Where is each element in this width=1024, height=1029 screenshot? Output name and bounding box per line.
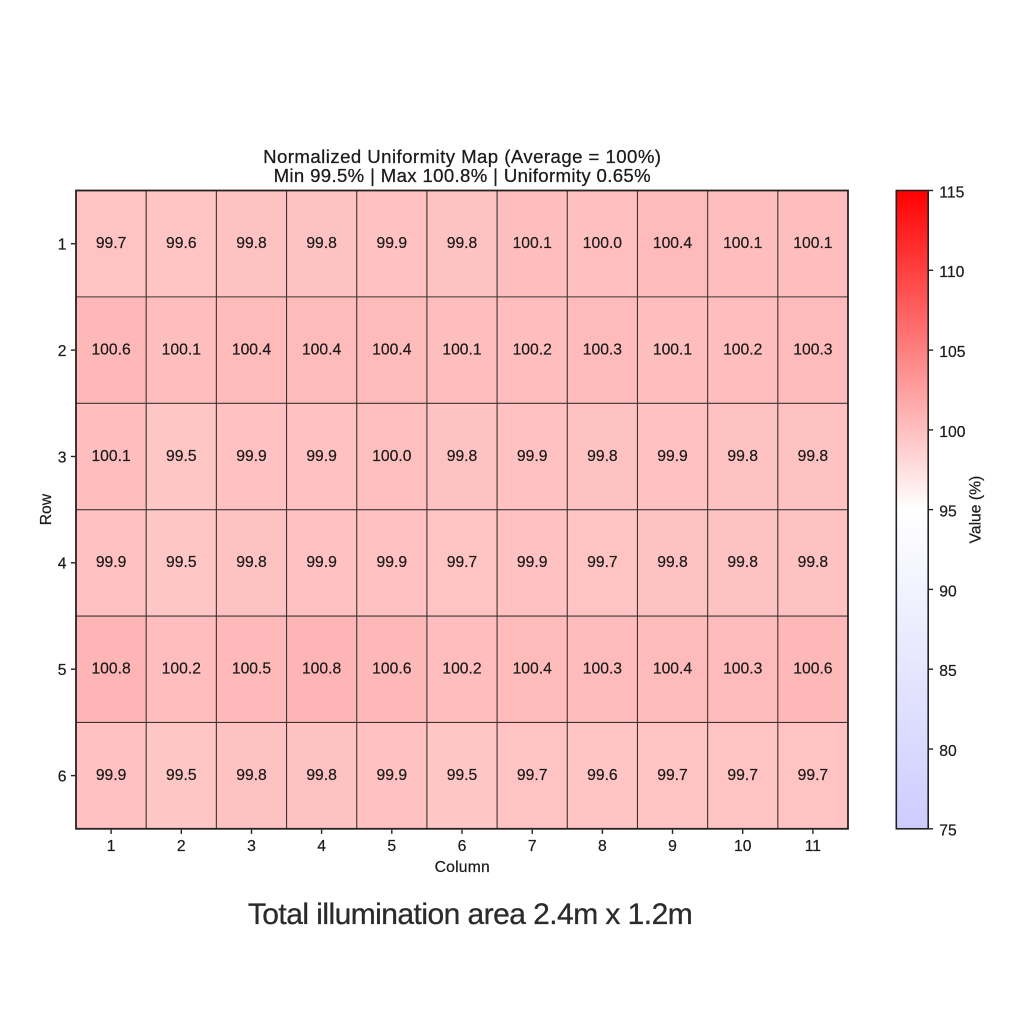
svg-text:100.4: 100.4 [653,661,693,678]
svg-text:95: 95 [939,504,957,521]
svg-text:99.7: 99.7 [587,554,618,571]
svg-text:100.4: 100.4 [372,342,412,359]
svg-text:100.1: 100.1 [442,342,481,359]
svg-text:6: 6 [458,838,467,855]
svg-text:115: 115 [939,184,964,201]
svg-text:100.6: 100.6 [91,342,131,359]
svg-text:99.7: 99.7 [798,767,829,784]
svg-text:Min 99.5% | Max 100.8% | Unifo: Min 99.5% | Max 100.8% | Uniformity 0.65… [274,165,651,186]
svg-text:Total illumination area 2.4m x: Total illumination area 2.4m x 1.2m [248,898,692,931]
svg-text:5: 5 [58,662,67,679]
svg-text:Value (%): Value (%) [968,476,985,544]
svg-text:4: 4 [58,556,67,573]
svg-text:99.9: 99.9 [377,554,408,571]
svg-text:99.7: 99.7 [657,767,688,784]
svg-text:99.8: 99.8 [236,554,267,571]
svg-text:99.9: 99.9 [377,235,408,252]
svg-text:99.9: 99.9 [236,448,267,465]
svg-text:2: 2 [177,838,186,855]
svg-text:100.5: 100.5 [232,661,272,678]
svg-text:9: 9 [668,838,677,855]
svg-text:99.8: 99.8 [447,448,478,465]
svg-text:99.8: 99.8 [306,235,337,252]
svg-text:85: 85 [939,663,957,680]
svg-text:1: 1 [58,237,67,254]
svg-text:100.0: 100.0 [372,448,412,465]
svg-text:100.4: 100.4 [302,342,342,359]
svg-text:99.8: 99.8 [236,235,267,252]
svg-text:100.1: 100.1 [162,342,201,359]
svg-text:100.3: 100.3 [583,661,623,678]
svg-text:110: 110 [939,264,964,281]
svg-text:1: 1 [107,838,116,855]
svg-text:99.8: 99.8 [236,767,267,784]
svg-text:99.7: 99.7 [517,767,548,784]
svg-text:99.7: 99.7 [447,554,478,571]
svg-text:100.0: 100.0 [583,235,623,252]
svg-text:3: 3 [247,838,256,855]
svg-text:100.8: 100.8 [91,661,131,678]
svg-text:100.1: 100.1 [793,235,832,252]
svg-text:Row: Row [38,493,55,525]
svg-text:99.8: 99.8 [798,554,829,571]
svg-text:100.4: 100.4 [232,342,272,359]
svg-text:100.4: 100.4 [653,235,693,252]
svg-text:99.9: 99.9 [306,554,337,571]
svg-text:99.8: 99.8 [727,554,758,571]
svg-text:99.7: 99.7 [727,767,758,784]
svg-text:99.9: 99.9 [96,767,127,784]
svg-text:6: 6 [58,769,67,786]
svg-text:99.9: 99.9 [657,448,688,465]
svg-text:100.2: 100.2 [513,342,552,359]
svg-text:100.1: 100.1 [513,235,552,252]
svg-text:99.8: 99.8 [306,767,337,784]
svg-text:100.6: 100.6 [372,661,412,678]
svg-text:99.9: 99.9 [517,448,548,465]
svg-text:99.9: 99.9 [377,767,408,784]
svg-text:100.1: 100.1 [653,342,692,359]
svg-text:99.6: 99.6 [587,767,618,784]
svg-text:100.8: 100.8 [302,661,342,678]
svg-text:100: 100 [939,424,965,441]
svg-text:99.8: 99.8 [727,448,758,465]
svg-text:99.5: 99.5 [166,448,197,465]
svg-text:100.4: 100.4 [513,661,553,678]
svg-text:100.1: 100.1 [91,448,130,465]
svg-text:99.6: 99.6 [166,235,197,252]
svg-text:10: 10 [734,838,752,855]
svg-text:105: 105 [939,344,965,361]
svg-text:99.9: 99.9 [517,554,548,571]
svg-text:4: 4 [317,838,326,855]
svg-text:100.2: 100.2 [442,661,481,678]
svg-text:75: 75 [939,823,957,840]
svg-text:99.9: 99.9 [306,448,337,465]
svg-text:Normalized Uniformity Map (Ave: Normalized Uniformity Map (Average = 100… [263,146,661,167]
svg-text:99.8: 99.8 [657,554,688,571]
svg-text:100.3: 100.3 [723,661,763,678]
svg-text:3: 3 [58,449,67,466]
svg-text:99.5: 99.5 [447,767,478,784]
svg-text:100.6: 100.6 [793,661,833,678]
svg-text:100.3: 100.3 [583,342,623,359]
svg-text:80: 80 [939,743,957,760]
svg-text:5: 5 [387,838,396,855]
svg-text:8: 8 [598,838,607,855]
svg-text:99.8: 99.8 [447,235,478,252]
svg-text:99.5: 99.5 [166,767,197,784]
svg-text:100.3: 100.3 [793,342,833,359]
svg-text:90: 90 [939,583,957,600]
svg-text:99.8: 99.8 [798,448,829,465]
svg-text:2: 2 [58,343,67,360]
svg-text:7: 7 [528,838,537,855]
svg-text:99.5: 99.5 [166,554,197,571]
svg-text:99.8: 99.8 [587,448,618,465]
svg-text:100.2: 100.2 [162,661,201,678]
svg-text:100.1: 100.1 [723,235,762,252]
svg-text:99.7: 99.7 [96,235,127,252]
svg-text:100.2: 100.2 [723,342,762,359]
svg-text:11: 11 [805,838,821,855]
svg-text:Column: Column [435,859,490,876]
svg-text:99.9: 99.9 [96,554,127,571]
